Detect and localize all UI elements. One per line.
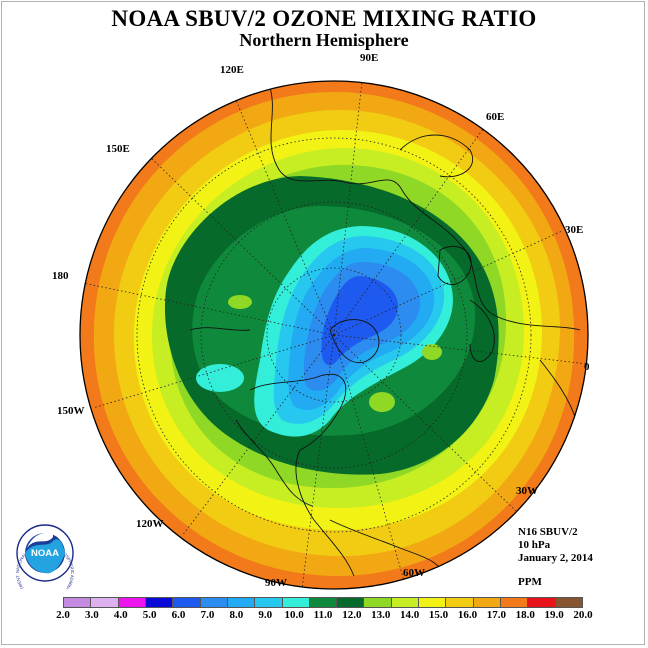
colorbar-tick-label: 11.0	[313, 609, 333, 621]
colorbar-tick-label: 2.0	[56, 609, 70, 621]
coast-siberia	[399, 134, 474, 178]
graticule	[82, 81, 588, 589]
coast-alaska	[189, 327, 251, 331]
logo-gull	[27, 532, 53, 548]
colorbar-segment	[282, 598, 310, 607]
lon-label-90e: 90E	[360, 52, 378, 64]
lon-label-120e: 120E	[220, 64, 244, 76]
colorbar-tick-label: 6.0	[171, 609, 186, 621]
info-date: January 2, 2014	[518, 552, 593, 564]
colorbar-tick-label: 17.0	[486, 609, 506, 621]
colorbar-segment	[91, 598, 119, 607]
coastlines	[189, 81, 581, 579]
latitude-circle-30	[200, 201, 468, 469]
lon-label-150w: 150W	[57, 405, 85, 417]
info-instrument: N16 SBUV/2	[518, 526, 578, 538]
coast-africa	[539, 359, 577, 421]
coast-greenland	[329, 319, 380, 364]
colorbar-tick-label: 3.0	[85, 609, 99, 621]
band-5-6	[321, 276, 398, 366]
coast-scandinavia	[437, 245, 472, 285]
lon-label-60e: 60E	[486, 111, 504, 123]
map-border	[79, 80, 589, 590]
colorbar-segment	[528, 598, 556, 607]
colorbar-segment	[473, 598, 501, 607]
meridian-120e	[235, 99, 335, 336]
lon-label-30w: 30W	[516, 485, 538, 497]
lon-label-60w: 60W	[403, 567, 425, 579]
info-units: PPM	[518, 576, 542, 588]
lon-label-90w: 90W	[265, 577, 287, 589]
colorbar-segment	[391, 598, 420, 607]
colorbar-tick-label: 13.0	[371, 609, 391, 621]
colorbar-segment	[118, 598, 146, 607]
colorbar-segment	[364, 598, 392, 607]
coast-north-america	[249, 373, 355, 577]
meridian-60w	[333, 334, 405, 582]
colorbar-segment	[337, 598, 365, 607]
logo-text: NOAA	[31, 548, 59, 559]
colorbar-tick-label: 7.0	[200, 609, 215, 621]
colorbar-tick-label: 8.0	[229, 609, 244, 621]
coast-south-america	[329, 519, 447, 579]
logo-wave	[25, 539, 65, 574]
pocket-9-10	[196, 364, 244, 392]
colorbar-tick-label: 4.0	[113, 609, 128, 621]
colorbar-ticks: 2.0 3.0 4.0 5.0 6.0 7.0 8.0 9.0 10.0 11.0 12.0 13.0…	[56, 609, 593, 623]
colorbar-segment	[227, 598, 256, 607]
page-subtitle: Northern Hemisphere	[239, 30, 409, 50]
colorbar-segment	[173, 598, 201, 607]
pocket-12-13-south	[369, 392, 395, 412]
colorbar-segment	[200, 598, 228, 607]
page-title: NOAA SBUV/2 OZONE MIXING RATIO	[111, 6, 537, 31]
colorbar-tick-label: 9.0	[258, 609, 273, 621]
lon-label-150e: 150E	[106, 143, 130, 155]
colorbar-tick-label: 12.0	[342, 609, 362, 621]
colorbar-segment	[145, 598, 174, 607]
latitude-circle-60	[266, 267, 402, 403]
coast-eurasia	[267, 81, 581, 331]
pocket-12-13-west	[228, 295, 252, 309]
colorbar-segment	[555, 598, 582, 607]
colorbar-segment	[446, 598, 474, 607]
colorbar-segment	[255, 598, 283, 607]
meridian-150e	[149, 156, 335, 336]
colorbar-segment	[309, 598, 338, 607]
colorbar-tick-label: 20.0	[573, 609, 593, 621]
colorbar-tick-label: 16.0	[457, 609, 478, 621]
colorbar-tick-label: 5.0	[142, 609, 157, 621]
lon-label-120w: 120W	[136, 518, 164, 530]
lon-label-180: 180	[52, 270, 69, 282]
lon-label-30e: 30E	[565, 224, 583, 236]
meridian-0	[333, 334, 588, 365]
colorbar-tick-label: 18.0	[515, 609, 535, 621]
lon-label-0: 0	[584, 361, 590, 373]
colorbar-segment	[419, 598, 447, 607]
colorbar-tick-label: 10.0	[284, 609, 304, 621]
meridian-90e	[333, 81, 363, 336]
colorbar-tick-label: 14.0	[400, 609, 420, 621]
coast-west-america	[235, 419, 313, 507]
meridian-30e	[333, 230, 563, 336]
coast-europe	[469, 299, 495, 363]
colorbar	[63, 597, 583, 608]
colorbar-segment	[64, 598, 92, 607]
info-pressure: 10 hPa	[518, 539, 551, 551]
ozone-contours	[80, 81, 588, 589]
latitude-circle-0	[136, 137, 532, 533]
meridian-180	[82, 282, 335, 336]
colorbar-segment	[501, 598, 529, 607]
meridian-60e	[333, 124, 487, 336]
pocket-12-13-east	[422, 344, 442, 360]
meridian-90w	[301, 334, 335, 589]
colorbar-tick-label: 15.0	[428, 609, 449, 621]
noaa-logo: NATIONAL OCEANIC AND ATMOSPHERIC ADMINIS…	[16, 517, 74, 589]
colorbar-tick-label: 19.0	[544, 609, 564, 621]
